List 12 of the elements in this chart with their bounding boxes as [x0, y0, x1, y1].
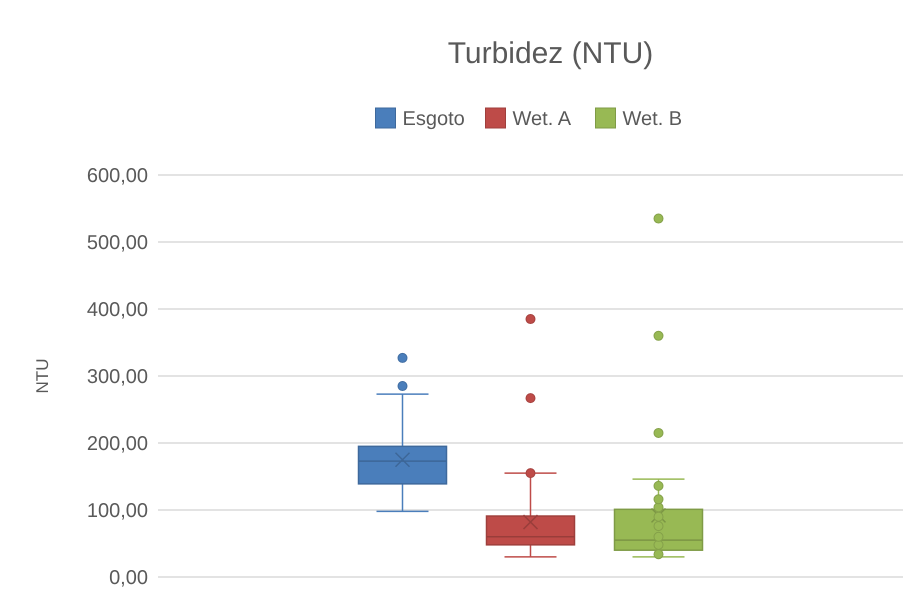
y-tick-label: 600,00	[86, 165, 148, 187]
y-tick-label: 0,00	[109, 567, 148, 589]
y-tick-label: 100,00	[86, 500, 148, 522]
legend-label: Wet. A	[512, 108, 572, 130]
y-tick-label: 200,00	[86, 433, 148, 455]
y-tick-label: 400,00	[86, 299, 148, 321]
chart-title: Turbidez (NTU)	[448, 37, 654, 70]
legend-label: Wet. B	[622, 108, 682, 130]
y-tick-label: 300,00	[86, 366, 148, 388]
y-axis-title: NTU	[33, 358, 52, 394]
y-tick-label: 500,00	[86, 232, 148, 254]
legend-label: Esgoto	[402, 108, 465, 130]
